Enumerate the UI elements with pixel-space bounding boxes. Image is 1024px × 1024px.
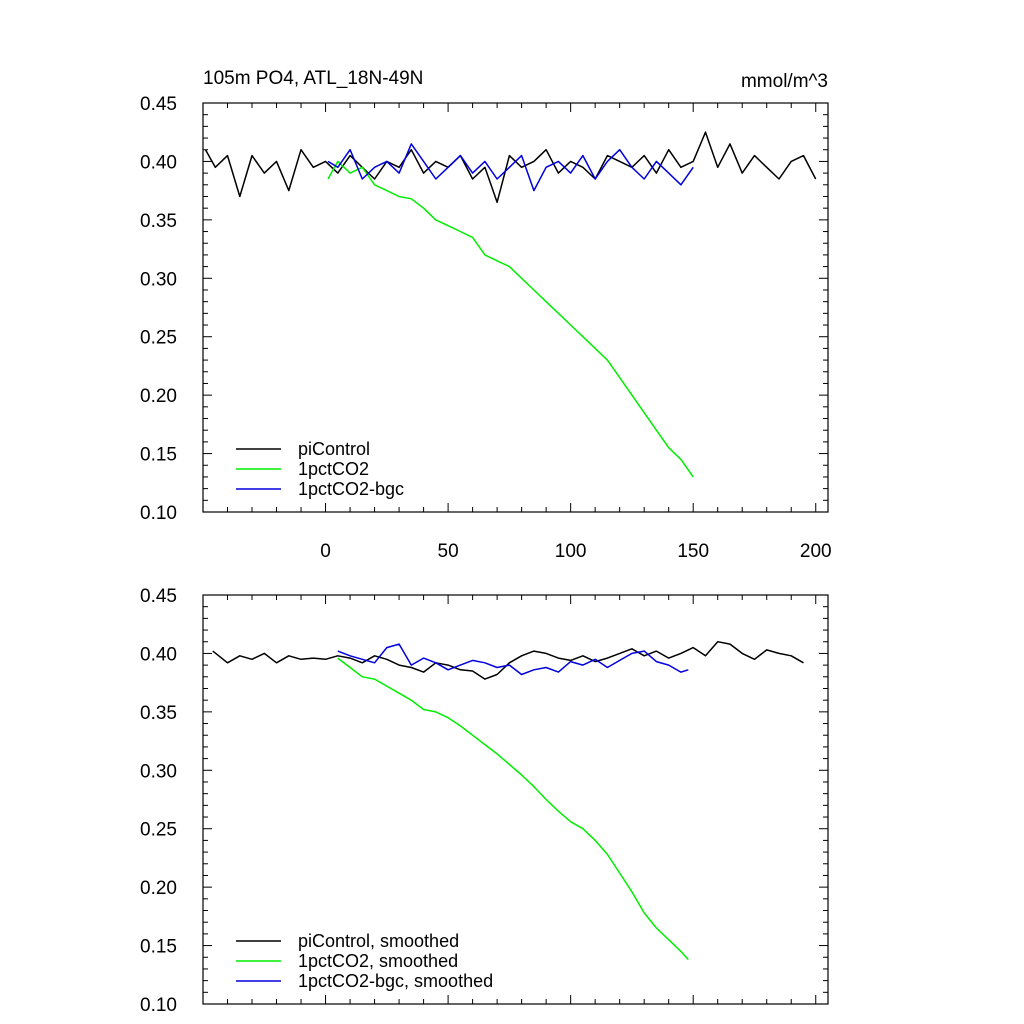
y-tick-label: 0.45 xyxy=(140,94,177,115)
x-tick-label: 100 xyxy=(555,541,587,562)
series-line-1pctco2-bgc xyxy=(327,143,694,192)
series-line-1pctco2-smoothed xyxy=(337,657,689,961)
y-tick-label: 0.20 xyxy=(140,878,177,899)
y-tick-label: 0.40 xyxy=(140,152,177,173)
bottom-panel: 0.10 0.15 0.20 0.25 0.30 0.35 0.40 0.45 piContro… xyxy=(140,586,829,1016)
series-line-picontrol xyxy=(204,131,817,204)
y-tick-label: 0.45 xyxy=(140,586,177,607)
x-tick-label: 150 xyxy=(677,541,709,562)
y-tick-label: 0.25 xyxy=(140,820,177,841)
y-tick-label: 0.10 xyxy=(140,503,177,524)
x-tick-label: 200 xyxy=(800,541,832,562)
y-tick-label: 0.30 xyxy=(140,269,177,290)
y-tick-label: 0.30 xyxy=(140,761,177,782)
top-panel: 0.10 0.15 0.20 0.25 0.30 0.35 0.40 0.45 0 50 100 15… xyxy=(140,94,832,562)
y-tick-label: 0.40 xyxy=(140,644,177,665)
series-line-1pctco2 xyxy=(327,160,694,478)
legend-label: 1pctCO2, smoothed xyxy=(298,951,458,971)
y-tick-label: 0.15 xyxy=(140,937,177,958)
units-label: mmol/m^3 xyxy=(741,71,828,92)
legend-label: 1pctCO2-bgc xyxy=(298,479,404,499)
chart-title: 105m PO4, ATL_18N-49N xyxy=(203,68,423,89)
y-tick-label: 0.25 xyxy=(140,328,177,349)
legend-label: 1pctCO2-bgc, smoothed xyxy=(298,971,493,991)
y-tick-label: 0.35 xyxy=(140,703,177,724)
series-line-picontrol-smoothed xyxy=(212,640,804,680)
plot-frame xyxy=(202,594,829,1005)
y-tick-label: 0.10 xyxy=(140,995,177,1016)
y-tick-label: 0.35 xyxy=(140,211,177,232)
plot-frame xyxy=(202,102,829,513)
x-tick-label: 0 xyxy=(320,541,331,562)
legend-label: piControl, smoothed xyxy=(298,931,459,951)
legend-label: piControl xyxy=(298,439,370,459)
y-tick-label: 0.15 xyxy=(140,445,177,466)
series-line-1pctco2-bgc-smoothed xyxy=(337,643,689,676)
legend-label: 1pctCO2 xyxy=(298,459,369,479)
x-tick-label: 50 xyxy=(438,541,459,562)
y-tick-label: 0.20 xyxy=(140,386,177,407)
